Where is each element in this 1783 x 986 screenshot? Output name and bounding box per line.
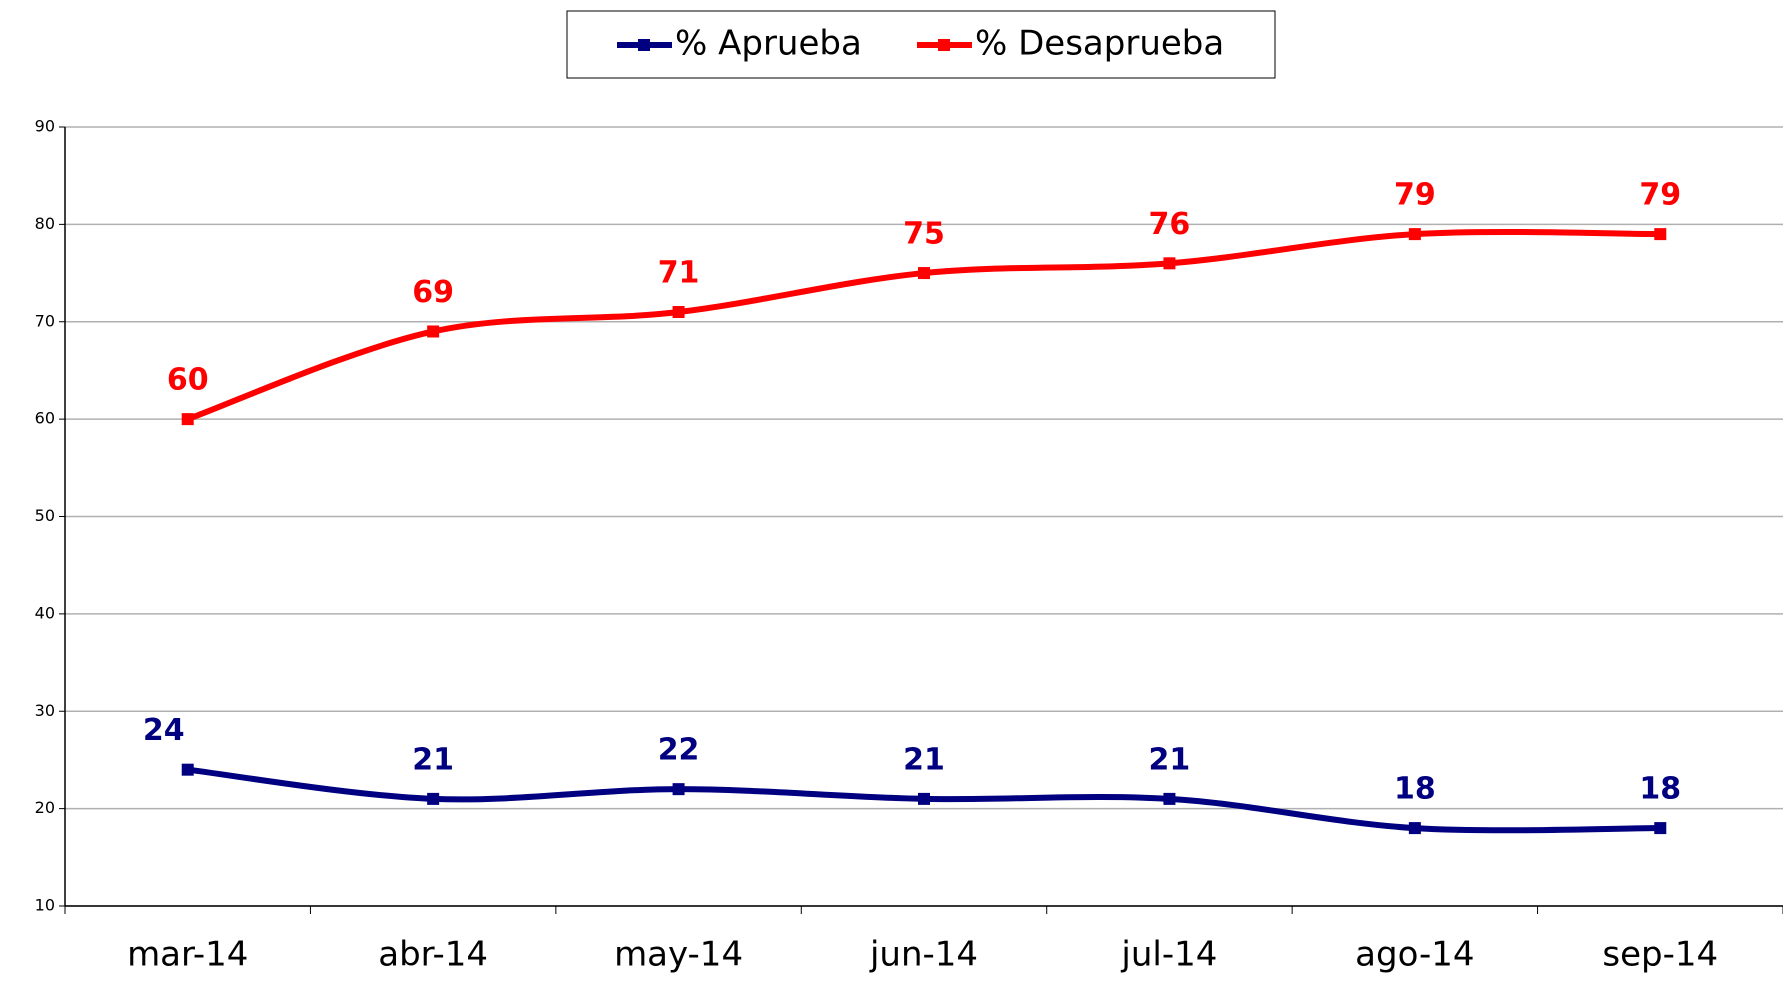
marker <box>672 783 685 796</box>
marker <box>1408 228 1421 241</box>
data-label: 24 <box>143 713 185 748</box>
y-tick-label: 70 <box>35 311 55 330</box>
marker <box>1163 792 1176 805</box>
x-tick-label: mar-14 <box>127 935 248 975</box>
x-tick-label: ago-14 <box>1355 935 1474 975</box>
y-tick-label: 80 <box>35 214 55 233</box>
marker <box>1654 822 1667 835</box>
y-tick-label: 10 <box>35 896 55 915</box>
data-label: 79 <box>1639 178 1681 213</box>
data-label: 18 <box>1639 772 1681 807</box>
data-label: 60 <box>167 363 209 398</box>
data-label: 75 <box>903 217 945 252</box>
data-label: 69 <box>412 275 454 310</box>
legend-marker <box>638 39 650 51</box>
data-label: 21 <box>412 742 454 777</box>
data-label: 21 <box>1149 742 1191 777</box>
x-tick-label: jun-14 <box>869 935 978 975</box>
legend-label: % Aprueba <box>675 24 862 64</box>
y-tick-label: 60 <box>35 409 55 428</box>
y-tick-label: 40 <box>35 603 55 622</box>
data-label: 21 <box>903 742 945 777</box>
y-tick-label: 90 <box>35 117 55 136</box>
x-tick-label: may-14 <box>614 935 743 975</box>
data-label: 71 <box>658 256 700 291</box>
y-tick-label: 50 <box>35 506 55 525</box>
marker <box>1408 822 1421 835</box>
x-tick-label: sep-14 <box>1602 935 1718 975</box>
marker <box>1163 257 1176 270</box>
data-label: 18 <box>1394 772 1436 807</box>
y-tick-label: 20 <box>35 798 55 817</box>
marker <box>427 325 440 338</box>
x-tick-label: jul-14 <box>1120 935 1217 975</box>
data-label: 22 <box>658 733 700 768</box>
data-label: 79 <box>1394 178 1436 213</box>
marker <box>181 413 194 426</box>
data-label: 76 <box>1149 207 1191 242</box>
legend-marker <box>938 39 950 51</box>
legend-label: % Desaprueba <box>975 24 1224 64</box>
marker <box>181 763 194 776</box>
marker <box>918 267 930 280</box>
x-tick-label: abr-14 <box>378 935 488 975</box>
marker <box>918 792 930 805</box>
marker <box>427 792 440 805</box>
y-tick-label: 30 <box>35 701 55 720</box>
marker <box>1654 228 1667 241</box>
series-line <box>186 228 1661 422</box>
marker <box>672 306 685 319</box>
